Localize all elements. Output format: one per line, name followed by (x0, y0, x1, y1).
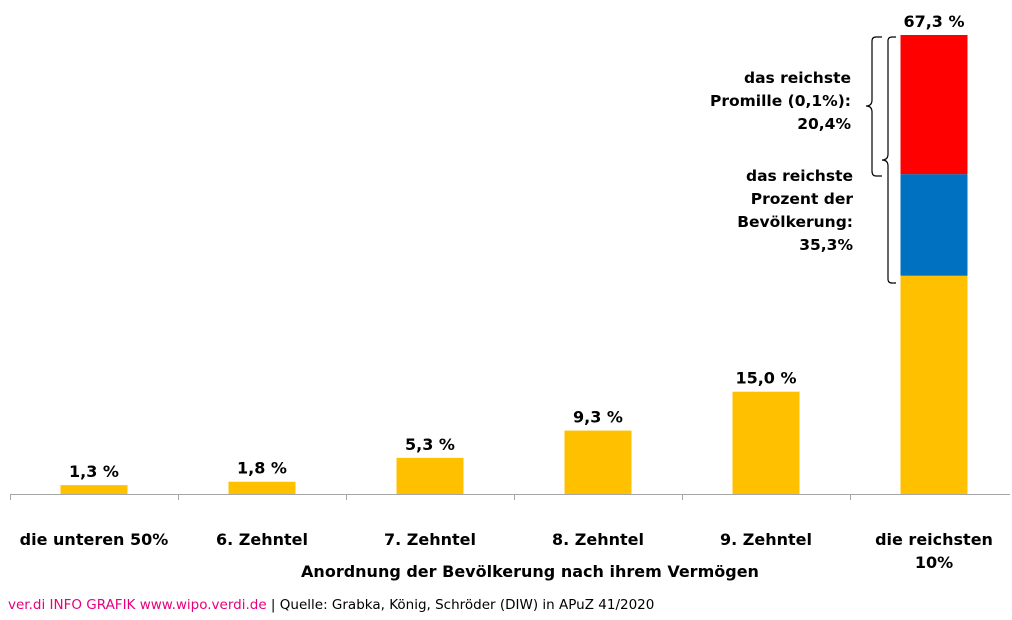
brace-prozent (881, 36, 896, 284)
footer-source: Quelle: Grabka, König, Schröder (DIW) in… (279, 597, 655, 613)
bar (60, 485, 128, 494)
bar (396, 457, 464, 494)
brace-promille (865, 36, 882, 177)
value-labels-group: 1,3 % 1,8 % 5,3 % 9,3 % 15,0 % 67,3 % (69, 12, 965, 481)
bar (732, 391, 800, 494)
data-label: 9,3 % (573, 408, 623, 427)
category-label: 6. Zehntel (216, 530, 308, 549)
annotation-promille: das reichste Promille (0,1%): 20,4% (710, 69, 851, 133)
x-axis-title: Anordnung der Bevölkerung nach ihrem Ver… (301, 562, 759, 581)
data-label: 1,3 % (69, 462, 119, 481)
category-labels-group: die unteren 50% 6. Zehntel 7. Zehntel 8. Ze… (20, 530, 993, 572)
annotation-line: das reichste (746, 167, 853, 185)
annotation-prozent: das reichste Prozent der Bevölkerung: 35,3% (737, 167, 853, 254)
data-label: 5,3 % (405, 435, 455, 454)
category-label: die reichsten (875, 530, 993, 549)
bars-group (60, 35, 968, 494)
data-label: 15,0 % (735, 369, 796, 388)
category-label: 9. Zehntel (720, 530, 812, 549)
footer-separator: | (266, 597, 280, 613)
bar-segment-promille (900, 35, 968, 175)
bar (228, 481, 296, 494)
category-label: 8. Zehntel (552, 530, 644, 549)
footer: ver.di INFO GRAFIK www.wipo.verdi.de | Q… (8, 597, 654, 613)
annotation-line: 35,3% (799, 236, 853, 254)
annotation-line: 20,4% (797, 115, 851, 133)
category-label: die unteren 50% (20, 530, 169, 549)
footer-brand: ver.di INFO GRAFIK www.wipo.verdi.de (8, 597, 267, 613)
annotation-line: das reichste (744, 69, 851, 87)
data-label: 67,3 % (903, 12, 964, 31)
category-label: 7. Zehntel (384, 530, 476, 549)
data-label: 1,8 % (237, 459, 287, 478)
bar-segment-rest (900, 275, 968, 494)
bar-chart: 1,3 % 1,8 % 5,3 % 9,3 % 15,0 % 67,3 % die unt… (10, 12, 1010, 581)
category-label: 10% (915, 553, 953, 572)
x-axis-ticks (10, 494, 851, 500)
annotation-line: Prozent der (751, 190, 854, 208)
annotation-line: Promille (0,1%): (710, 92, 851, 110)
annotation-line: Bevölkerung: (737, 213, 853, 231)
bar-segment-prozent (900, 174, 968, 276)
bar (564, 430, 632, 494)
